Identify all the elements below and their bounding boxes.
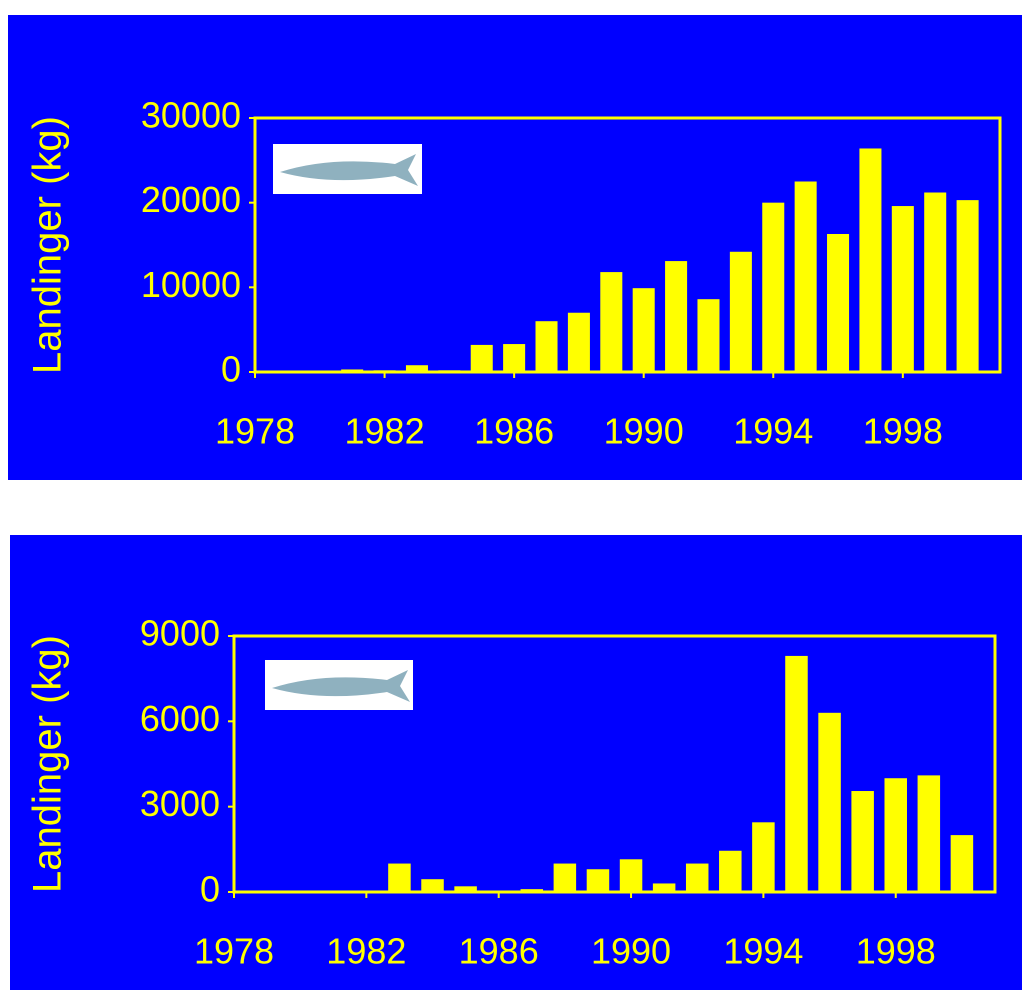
fish-icon [273,144,422,194]
bar [586,869,610,892]
bar [665,261,688,372]
bar [891,206,914,372]
bar [567,312,590,372]
y-tick-label: 0 [200,869,220,910]
bar [632,288,655,372]
bar [851,791,874,892]
bar [752,822,775,892]
x-tick-label: 1990 [591,931,671,972]
bar [553,863,577,892]
bar [388,863,411,892]
x-tick-label: 1978 [215,411,295,452]
bar [503,344,526,372]
bar [884,778,907,892]
x-tick-label: 1998 [856,931,936,972]
bar [917,775,941,892]
plot-frame [253,116,1002,374]
x-tick-label: 1978 [194,931,274,972]
y-tick-label: 10000 [141,264,241,305]
y-axis-label: Landinger (kg) [26,635,70,893]
bar [697,299,720,372]
x-tick-label: 1982 [326,931,406,972]
bar [454,886,477,892]
panel [8,15,1022,480]
panel [10,535,1022,990]
y-tick-label: 6000 [140,698,220,739]
x-tick-label: 1990 [604,411,684,452]
y-tick-label: 3000 [140,783,220,824]
bar [535,321,558,372]
bar [785,655,808,892]
bar [956,200,979,372]
y-tick-label: 20000 [141,179,241,220]
bar [470,344,493,372]
bar [600,272,623,372]
x-tick-label: 1994 [723,931,803,972]
bar [719,850,742,892]
bar [818,712,841,892]
x-tick-label: 1994 [733,411,813,452]
bar [421,879,444,892]
bar [405,365,428,372]
bar [729,251,752,372]
x-tick-label: 1986 [474,411,554,452]
fish-icon [265,660,413,710]
bar [685,863,709,892]
x-tick-label: 1982 [345,411,425,452]
bar [762,202,785,372]
y-axis-label: Landinger (kg) [26,116,70,374]
bar [859,148,882,372]
bar [950,835,974,892]
bar [924,192,947,372]
x-tick-label: 1986 [459,931,539,972]
y-tick-label: 9000 [140,613,220,654]
y-tick-label: 30000 [141,95,241,136]
y-tick-label: 0 [221,349,241,390]
bar [827,233,850,372]
bar [652,883,676,892]
x-tick-label: 1998 [863,411,943,452]
bar [794,181,817,372]
plot-frame [232,634,997,894]
bar [619,859,643,892]
